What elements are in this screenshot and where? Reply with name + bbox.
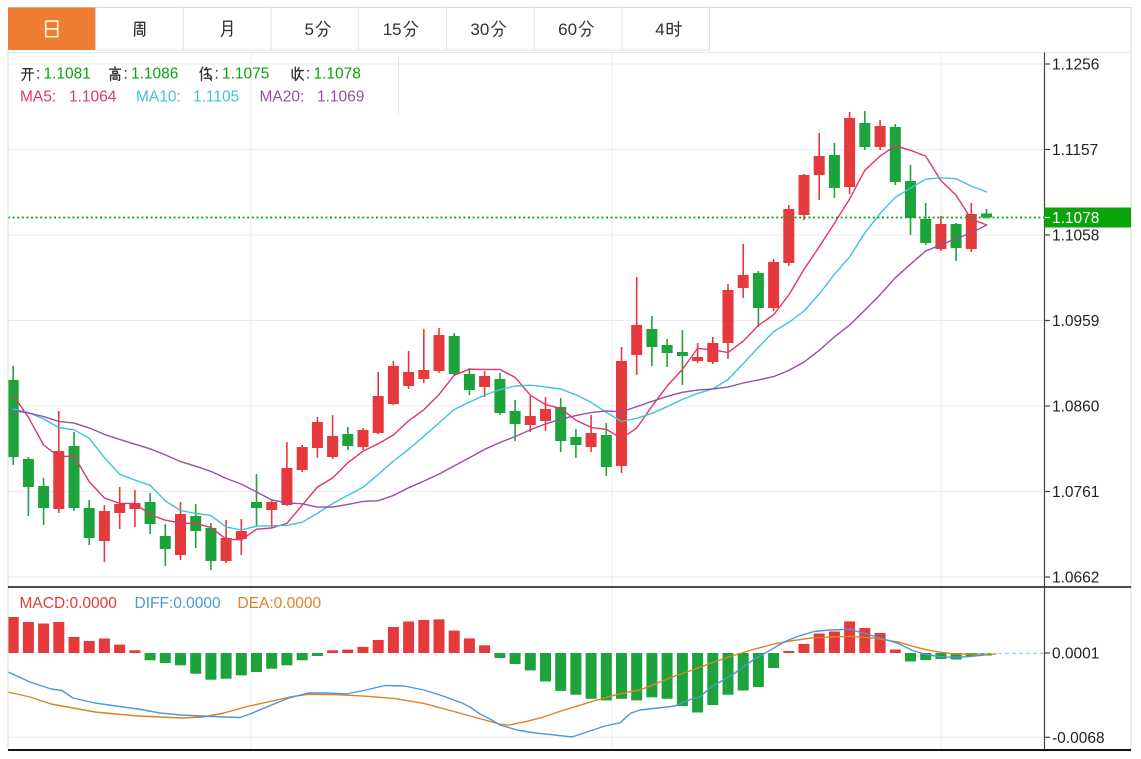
- svg-text::: :: [36, 66, 40, 83]
- svg-text::: :: [215, 66, 219, 83]
- svg-text:15: 15: [383, 20, 402, 39]
- svg-text:1.1064: 1.1064: [69, 89, 117, 106]
- svg-text:1.1157: 1.1157: [1052, 142, 1098, 159]
- svg-text:-0.0068: -0.0068: [1052, 730, 1105, 747]
- svg-text:1.1075: 1.1075: [222, 66, 269, 83]
- svg-text:MA10:: MA10:: [136, 89, 181, 106]
- svg-text:1.1105: 1.1105: [193, 89, 239, 106]
- svg-text:DEA:0.0000: DEA:0.0000: [238, 595, 322, 612]
- svg-text:4: 4: [655, 20, 664, 39]
- svg-text:5: 5: [304, 20, 313, 39]
- svg-text:1.0761: 1.0761: [1052, 484, 1099, 501]
- svg-text:1.0662: 1.0662: [1052, 570, 1099, 587]
- svg-text:1.1069: 1.1069: [317, 89, 364, 106]
- svg-text:1.1078: 1.1078: [1052, 210, 1099, 227]
- svg-text:1.0959: 1.0959: [1052, 313, 1099, 330]
- svg-text:1.1081: 1.1081: [44, 66, 91, 83]
- svg-text::: :: [306, 66, 310, 83]
- svg-text:1.0860: 1.0860: [1052, 399, 1100, 416]
- svg-text:1.1256: 1.1256: [1052, 57, 1099, 74]
- svg-text:MA5:: MA5:: [20, 89, 56, 106]
- svg-text:1.1086: 1.1086: [131, 66, 178, 83]
- svg-text:0.0001: 0.0001: [1052, 646, 1099, 663]
- svg-text:MACD:0.0000: MACD:0.0000: [20, 595, 118, 612]
- svg-text:30: 30: [470, 20, 489, 39]
- svg-text:1.1058: 1.1058: [1052, 228, 1099, 245]
- svg-text:1.1078: 1.1078: [314, 66, 361, 83]
- svg-text::: :: [124, 66, 128, 83]
- svg-text:DIFF:0.0000: DIFF:0.0000: [135, 595, 222, 612]
- svg-text:60: 60: [558, 20, 577, 39]
- svg-text:MA20:: MA20:: [260, 89, 305, 106]
